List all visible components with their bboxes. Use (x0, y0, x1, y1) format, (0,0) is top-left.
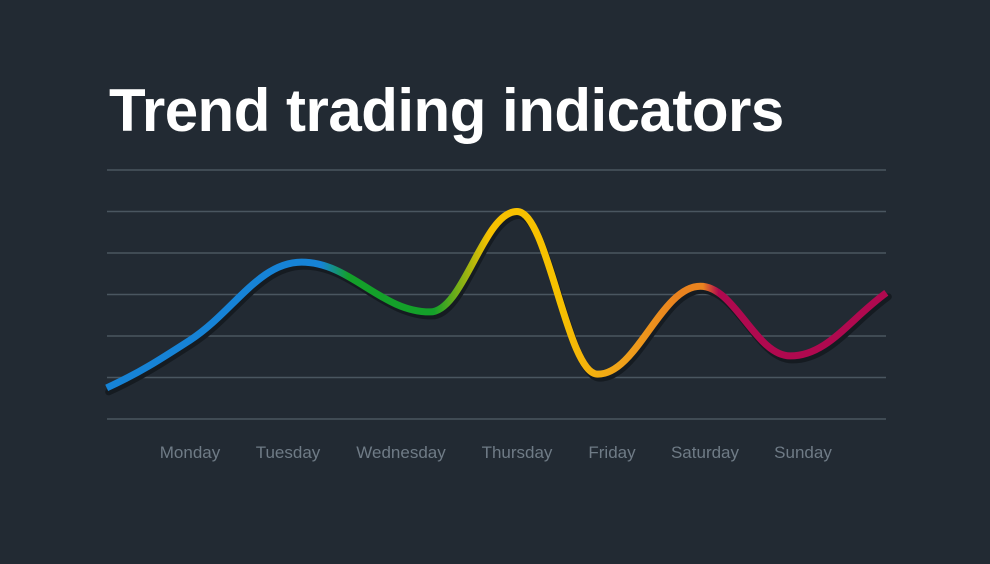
x-tick-label: Monday (160, 443, 221, 462)
chart-title: Trend trading indicators (109, 77, 784, 144)
x-tick-label: Sunday (774, 443, 832, 462)
x-tick-label: Wednesday (356, 443, 446, 462)
trend-line (105, 207, 889, 392)
trend-line-shadow (105, 211, 892, 396)
x-tick-label: Friday (588, 443, 636, 462)
x-tick-label: Tuesday (256, 443, 321, 462)
x-tick-label: Thursday (482, 443, 553, 462)
x-tick-label: Saturday (671, 443, 740, 462)
